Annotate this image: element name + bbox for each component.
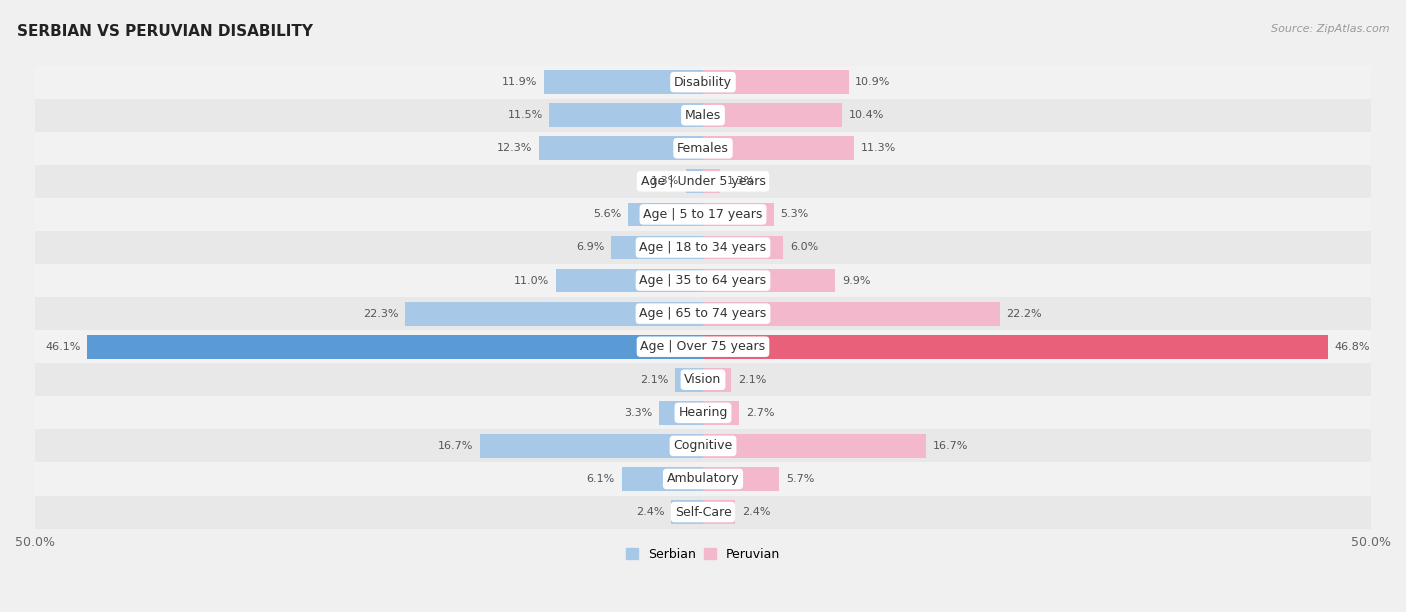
- Bar: [405, 302, 703, 326]
- Text: 5.6%: 5.6%: [593, 209, 621, 220]
- Text: 10.9%: 10.9%: [855, 77, 890, 87]
- Bar: [703, 302, 1000, 326]
- Text: 3.3%: 3.3%: [624, 408, 652, 418]
- Text: 6.0%: 6.0%: [790, 242, 818, 253]
- Bar: [703, 467, 779, 491]
- Bar: [35, 364, 1371, 397]
- Bar: [538, 136, 703, 160]
- Text: Source: ZipAtlas.com: Source: ZipAtlas.com: [1271, 24, 1389, 34]
- Bar: [35, 165, 1371, 198]
- Text: 12.3%: 12.3%: [496, 143, 531, 153]
- Bar: [35, 430, 1371, 463]
- Text: Self-Care: Self-Care: [675, 506, 731, 518]
- Text: 6.9%: 6.9%: [576, 242, 605, 253]
- Bar: [703, 500, 735, 524]
- Bar: [671, 500, 703, 524]
- Text: Age | 65 to 74 years: Age | 65 to 74 years: [640, 307, 766, 320]
- Text: Age | 18 to 34 years: Age | 18 to 34 years: [640, 241, 766, 254]
- Bar: [659, 401, 703, 425]
- Bar: [550, 103, 703, 127]
- Bar: [621, 467, 703, 491]
- Text: 11.5%: 11.5%: [508, 110, 543, 120]
- Bar: [35, 231, 1371, 264]
- Text: 46.8%: 46.8%: [1334, 341, 1371, 352]
- Legend: Serbian, Peruvian: Serbian, Peruvian: [620, 543, 786, 566]
- Text: 2.4%: 2.4%: [742, 507, 770, 517]
- Bar: [479, 434, 703, 458]
- Text: 2.7%: 2.7%: [745, 408, 775, 418]
- Bar: [703, 368, 731, 392]
- Text: 1.3%: 1.3%: [651, 176, 679, 187]
- Text: 9.9%: 9.9%: [842, 275, 870, 286]
- Text: 11.9%: 11.9%: [502, 77, 537, 87]
- Bar: [35, 496, 1371, 529]
- Text: 2.1%: 2.1%: [640, 375, 668, 385]
- Bar: [703, 136, 853, 160]
- Text: Vision: Vision: [685, 373, 721, 386]
- Text: Females: Females: [678, 142, 728, 155]
- Bar: [703, 70, 849, 94]
- Bar: [35, 397, 1371, 430]
- Text: Age | Under 5 years: Age | Under 5 years: [641, 175, 765, 188]
- Bar: [703, 434, 927, 458]
- Bar: [35, 330, 1371, 364]
- Text: Age | 35 to 64 years: Age | 35 to 64 years: [640, 274, 766, 287]
- Text: 11.0%: 11.0%: [515, 275, 550, 286]
- Text: 22.2%: 22.2%: [1007, 308, 1042, 319]
- Bar: [703, 103, 842, 127]
- Text: 16.7%: 16.7%: [437, 441, 474, 451]
- Text: Ambulatory: Ambulatory: [666, 472, 740, 485]
- Bar: [87, 335, 703, 359]
- Text: 11.3%: 11.3%: [860, 143, 896, 153]
- Bar: [610, 236, 703, 259]
- Text: SERBIAN VS PERUVIAN DISABILITY: SERBIAN VS PERUVIAN DISABILITY: [17, 24, 314, 40]
- Bar: [544, 70, 703, 94]
- Text: 46.1%: 46.1%: [45, 341, 80, 352]
- Text: 10.4%: 10.4%: [849, 110, 884, 120]
- Bar: [35, 264, 1371, 297]
- Text: 1.3%: 1.3%: [727, 176, 755, 187]
- Bar: [35, 198, 1371, 231]
- Text: Hearing: Hearing: [678, 406, 728, 419]
- Text: Cognitive: Cognitive: [673, 439, 733, 452]
- Bar: [675, 368, 703, 392]
- Bar: [703, 170, 720, 193]
- Text: 2.4%: 2.4%: [636, 507, 664, 517]
- Text: Age | Over 75 years: Age | Over 75 years: [641, 340, 765, 353]
- Bar: [703, 269, 835, 293]
- Bar: [703, 335, 1329, 359]
- Bar: [703, 236, 783, 259]
- Text: Disability: Disability: [673, 76, 733, 89]
- Text: Males: Males: [685, 109, 721, 122]
- Text: 5.7%: 5.7%: [786, 474, 814, 484]
- Bar: [35, 65, 1371, 99]
- Bar: [35, 132, 1371, 165]
- Text: 22.3%: 22.3%: [363, 308, 398, 319]
- Text: 16.7%: 16.7%: [932, 441, 969, 451]
- Bar: [35, 297, 1371, 330]
- Bar: [686, 170, 703, 193]
- Bar: [35, 463, 1371, 496]
- Bar: [35, 99, 1371, 132]
- Bar: [555, 269, 703, 293]
- Text: 2.1%: 2.1%: [738, 375, 766, 385]
- Text: 6.1%: 6.1%: [586, 474, 614, 484]
- Bar: [703, 401, 740, 425]
- Text: 5.3%: 5.3%: [780, 209, 808, 220]
- Text: Age | 5 to 17 years: Age | 5 to 17 years: [644, 208, 762, 221]
- Bar: [628, 203, 703, 226]
- Bar: [703, 203, 773, 226]
